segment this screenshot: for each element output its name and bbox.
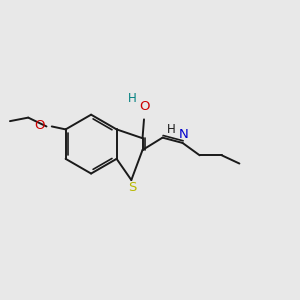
Text: S: S: [128, 182, 136, 194]
Text: H: H: [167, 123, 176, 136]
Text: O: O: [34, 119, 44, 132]
Text: O: O: [139, 100, 150, 112]
Text: H: H: [128, 92, 136, 105]
Text: N: N: [178, 128, 188, 141]
